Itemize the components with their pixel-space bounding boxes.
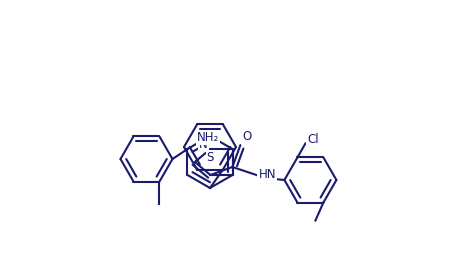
Text: HN: HN <box>258 168 275 181</box>
Text: Cl: Cl <box>307 133 319 146</box>
Text: NH₂: NH₂ <box>196 131 218 144</box>
Text: N: N <box>199 138 207 151</box>
Text: O: O <box>242 130 251 143</box>
Text: S: S <box>206 151 213 164</box>
